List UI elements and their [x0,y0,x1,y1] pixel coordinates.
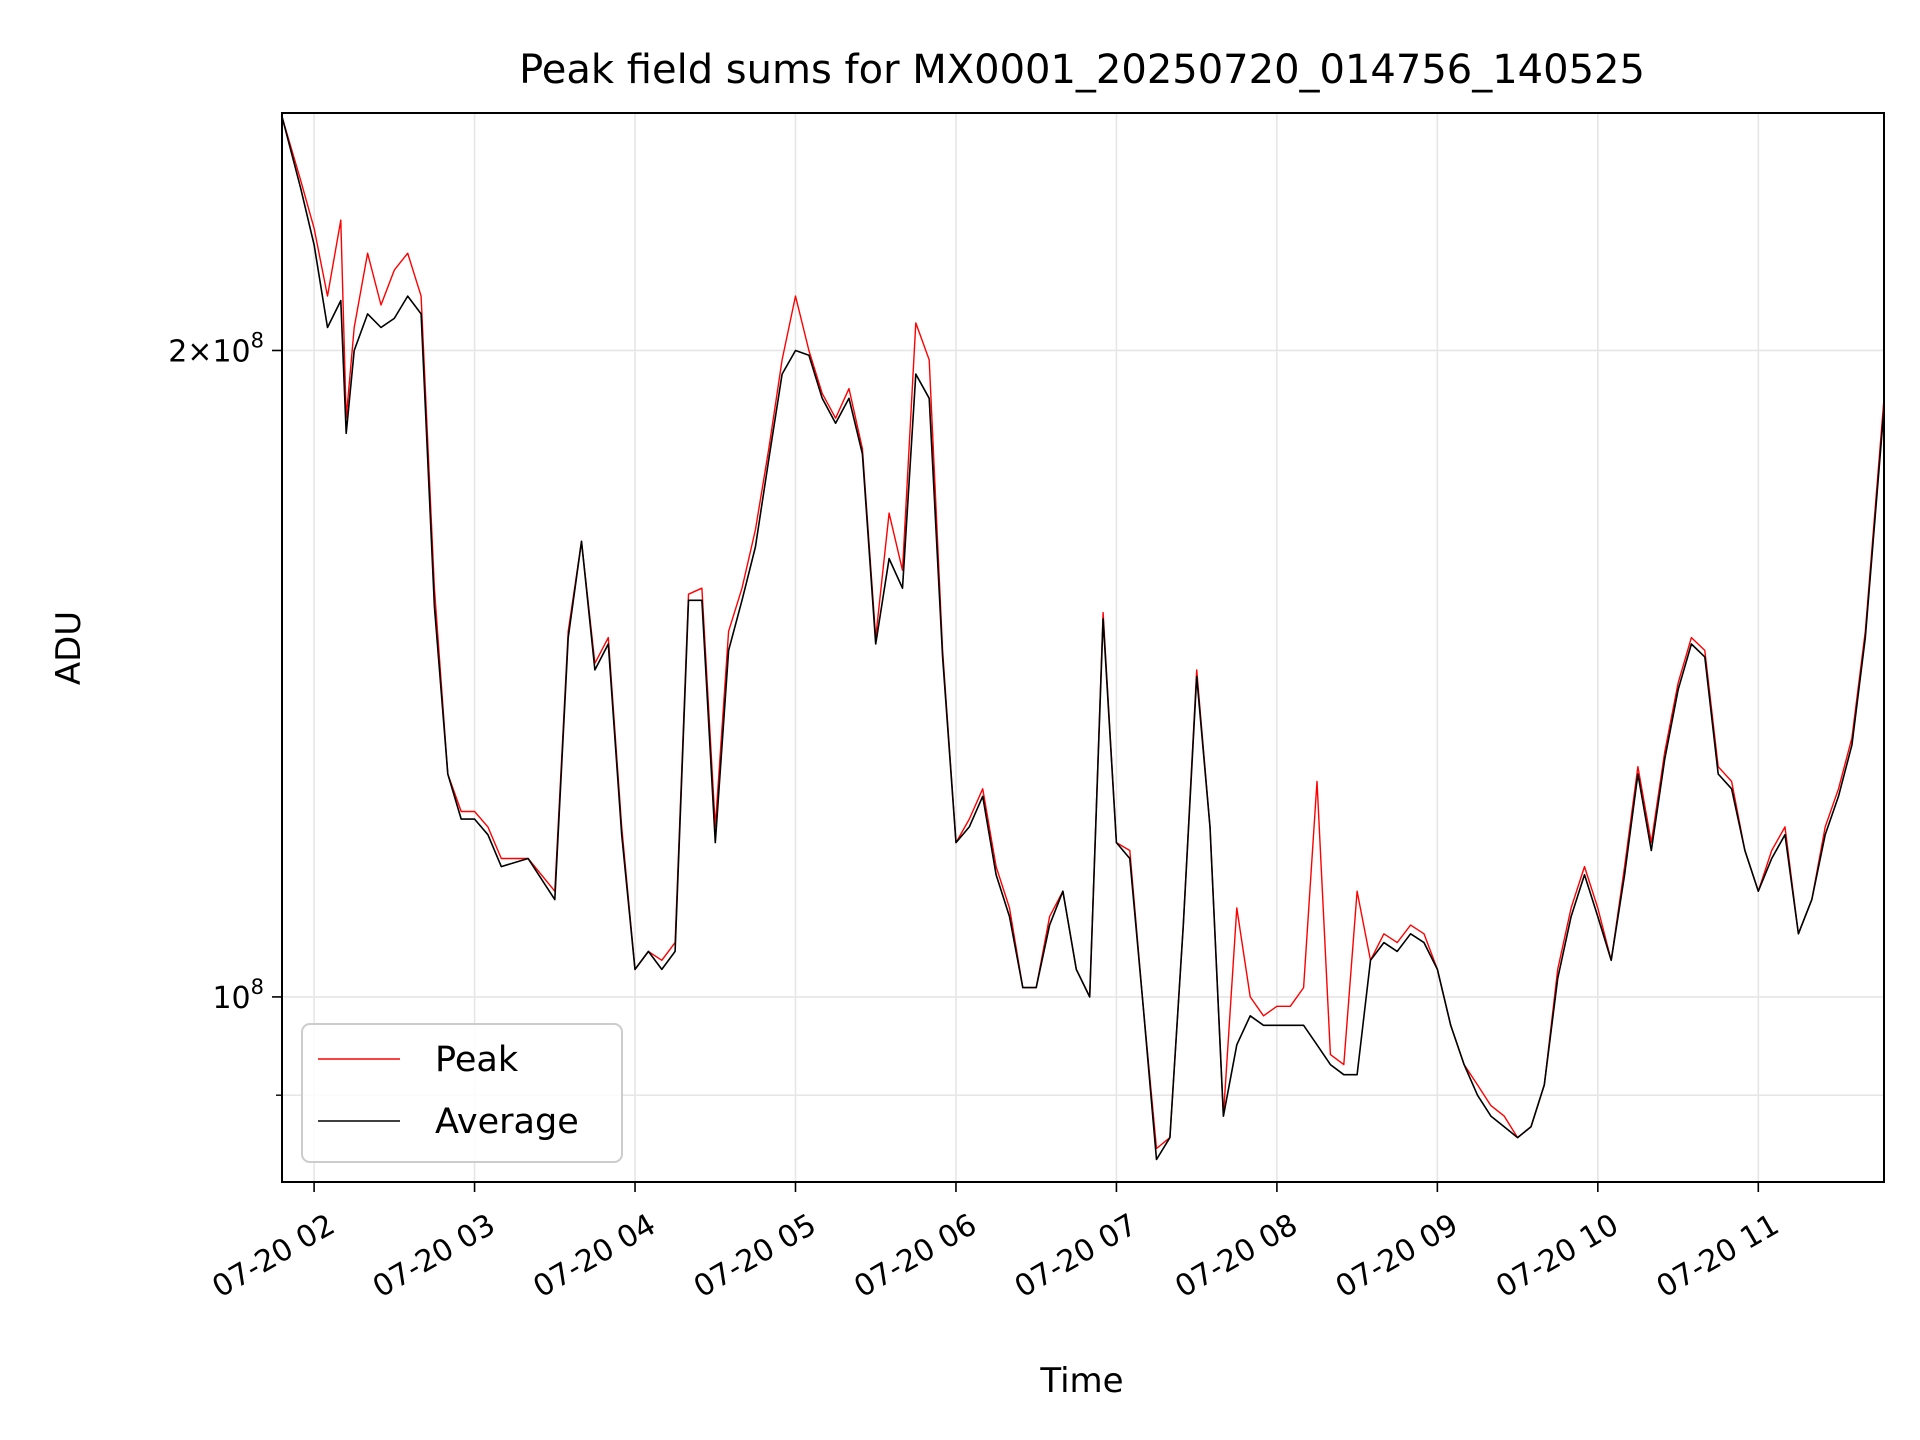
y-axis-label: ADU [49,611,89,685]
legend-peak-label: Peak [435,1040,519,1080]
series-line-average [281,116,1885,1161]
legend: Peak Average [301,1023,623,1163]
chart-title: Peak field sums for MX0001_20250720_0147… [519,47,1645,93]
plot-frame [281,112,1885,1183]
series-group [281,116,1885,1161]
grid [282,113,1884,1182]
y-tick-label: 108 [212,975,264,1016]
x-axis-label: Time [1039,1361,1123,1401]
y-axis: 2×108 108 [168,328,282,1096]
legend-average-label: Average [435,1102,579,1142]
y-tick-label: 2×108 [168,328,264,369]
